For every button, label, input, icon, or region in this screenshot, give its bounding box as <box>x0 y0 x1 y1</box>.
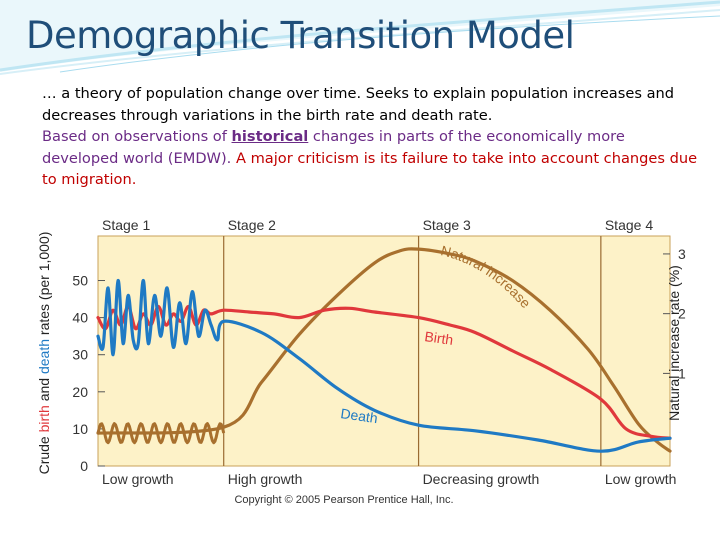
growth-label-1: Low growth <box>102 471 174 487</box>
demographic-transition-chart: Stage 1 Stage 2 Stage 3 Stage 4 Low growth H… <box>36 217 686 506</box>
growth-labels: Low growth High growth Decreasing growth Lo… <box>102 471 676 487</box>
left-tick-label: 10 <box>72 421 88 437</box>
left-axis-label: Crude birth and death rates (per 1,000) <box>36 232 52 475</box>
series-line-death <box>96 278 672 453</box>
observation-text: Based on observations of historical chan… <box>42 126 702 191</box>
annotation-birth: Birth <box>424 328 455 348</box>
right-tick-label: 3 <box>678 246 686 262</box>
series-line-natural-increase <box>96 247 672 453</box>
left-axis-ticks: 0 10 20 30 40 50 <box>72 273 105 474</box>
criticism-text: A major criticism is its failure to take… <box>42 149 698 189</box>
growth-label-4: Low growth <box>605 471 677 487</box>
right-axis-ticks: 1 2 3 <box>663 246 686 381</box>
stage-label-1: Stage 1 <box>102 217 150 233</box>
stage-label-4: Stage 4 <box>605 217 653 233</box>
stage-label-3: Stage 3 <box>423 217 471 233</box>
left-tick-label: 0 <box>80 458 88 474</box>
right-tick-label: 1 <box>678 365 686 381</box>
observation-lead: Based on observations of <box>42 128 232 145</box>
growth-label-2: High growth <box>228 471 303 487</box>
series-line-natural-increase-stage1-oscillation <box>96 422 226 445</box>
growth-label-3: Decreasing growth <box>423 471 540 487</box>
series-line-birth <box>96 304 672 440</box>
stage-labels: Stage 1 Stage 2 Stage 3 Stage 4 <box>102 217 653 233</box>
left-tick-label: 50 <box>72 273 88 289</box>
series-lines <box>96 247 672 453</box>
copyright-text: Copyright © 2005 Pearson Prentice Hall, … <box>234 494 453 506</box>
right-tick-label: 2 <box>678 306 686 322</box>
page-title: Demographic Transition Model <box>26 14 575 57</box>
left-tick-label: 40 <box>72 310 88 326</box>
annotation-death: Death <box>340 405 379 426</box>
left-tick-label: 20 <box>72 384 88 400</box>
keyword-historical: historical <box>231 128 309 145</box>
title-banner-swoosh <box>0 0 720 75</box>
observation-rest: changes in parts of the economically mor… <box>42 128 625 167</box>
slide-body: … a theory of population change over tim… <box>42 83 702 191</box>
definition-text: … a theory of population change over tim… <box>42 85 675 124</box>
right-axis-label: Natural increase rate (%) <box>666 265 682 421</box>
left-tick-label: 30 <box>72 347 88 363</box>
stage-label-2: Stage 2 <box>228 217 276 233</box>
